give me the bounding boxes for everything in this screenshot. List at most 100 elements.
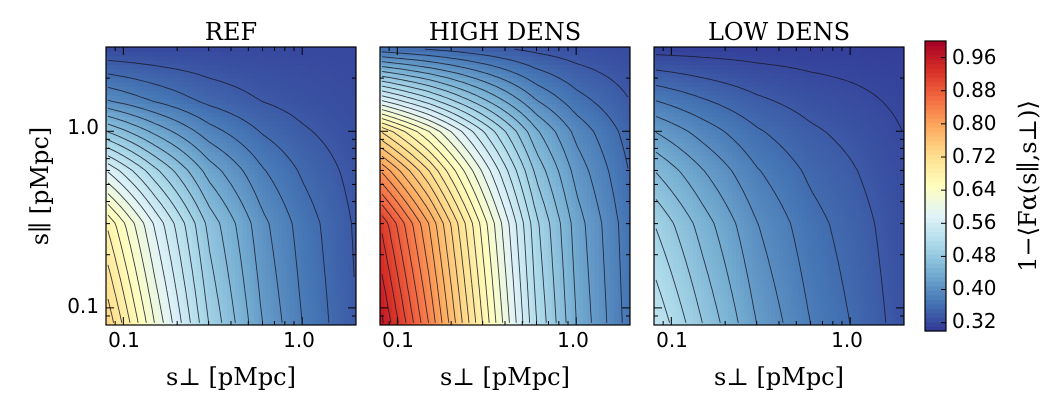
heatmap-cell bbox=[168, 212, 174, 217]
heatmap-cell bbox=[602, 303, 608, 309]
heatmap-cell bbox=[113, 181, 119, 187]
heatmap-cell bbox=[133, 133, 138, 139]
heatmap-cell bbox=[352, 307, 356, 313]
heatmap-cell bbox=[219, 277, 224, 283]
heatmap-cell bbox=[152, 146, 158, 152]
heatmap-cell bbox=[168, 77, 174, 83]
heatmap-cell bbox=[277, 264, 283, 270]
heatmap-cell bbox=[297, 107, 302, 113]
heatmap-cell bbox=[297, 251, 302, 257]
heatmap-cell bbox=[285, 303, 291, 309]
heatmap-cell bbox=[305, 138, 310, 144]
heatmap-cell bbox=[156, 86, 162, 92]
heatmap-cell bbox=[555, 281, 561, 287]
heatmap-cell bbox=[129, 159, 134, 165]
heatmap-cell bbox=[207, 129, 213, 135]
heatmap-cell bbox=[348, 99, 353, 105]
heatmap-cell bbox=[297, 90, 302, 96]
heatmap-cell bbox=[520, 311, 526, 317]
heatmap-cell bbox=[191, 238, 197, 244]
heatmap-cell bbox=[109, 246, 115, 252]
heatmap-cell bbox=[180, 177, 185, 183]
heatmap-cell bbox=[125, 68, 131, 74]
heatmap-cell bbox=[133, 281, 138, 287]
heatmap-cell bbox=[106, 277, 111, 283]
heatmap-cell bbox=[277, 142, 283, 148]
heatmap-cell bbox=[266, 55, 271, 61]
heatmap-cell bbox=[273, 251, 279, 257]
heatmap-cell bbox=[180, 307, 185, 313]
heatmap-cell bbox=[297, 112, 302, 118]
heatmap-cell bbox=[121, 107, 127, 113]
heatmap-cell bbox=[160, 142, 166, 148]
heatmap-cell bbox=[172, 186, 177, 191]
heatmap-cell bbox=[324, 116, 330, 122]
heatmap-cell bbox=[172, 138, 177, 144]
heatmap-cell bbox=[137, 107, 142, 113]
heatmap-cell bbox=[121, 233, 127, 239]
heatmap-cell bbox=[113, 60, 119, 65]
heatmap-cell bbox=[211, 99, 216, 105]
heatmap-cell bbox=[223, 55, 228, 61]
heatmap-cell bbox=[172, 229, 177, 235]
heatmap-cell bbox=[270, 64, 275, 70]
heatmap-cell bbox=[289, 272, 295, 278]
heatmap-cell bbox=[380, 294, 385, 300]
heatmap-cell bbox=[160, 307, 166, 313]
heatmap-cell bbox=[489, 281, 494, 287]
heatmap-cell bbox=[313, 216, 318, 222]
heatmap-cell bbox=[215, 90, 220, 96]
heatmap-cell bbox=[106, 151, 111, 157]
heatmap-cell bbox=[231, 68, 236, 74]
heatmap-cell bbox=[148, 181, 154, 187]
heatmap-cell bbox=[223, 199, 228, 204]
heatmap-cell bbox=[285, 272, 291, 278]
heatmap-cell bbox=[301, 129, 306, 135]
heatmap-cell bbox=[262, 51, 267, 57]
heatmap-cell bbox=[227, 238, 232, 244]
heatmap-cell bbox=[281, 233, 287, 239]
heatmap-cell bbox=[340, 207, 345, 213]
heatmap-cell bbox=[277, 186, 283, 191]
heatmap-cell bbox=[227, 281, 232, 287]
heatmap-cell bbox=[336, 220, 341, 226]
heatmap-cell bbox=[152, 103, 158, 109]
heatmap-cell bbox=[238, 125, 244, 131]
heatmap-cell bbox=[505, 281, 510, 287]
heatmap-cell bbox=[419, 277, 424, 283]
heatmap-cell bbox=[332, 172, 338, 178]
heatmap-cell bbox=[618, 303, 623, 309]
heatmap-cell bbox=[336, 151, 341, 157]
heatmap-cell bbox=[172, 233, 177, 239]
heatmap-cell bbox=[301, 103, 306, 109]
heatmap-cell bbox=[285, 225, 291, 231]
heatmap-cell bbox=[305, 90, 310, 96]
heatmap-cell bbox=[501, 281, 506, 287]
heatmap-cell bbox=[176, 307, 181, 313]
heatmap-cell bbox=[352, 290, 356, 296]
heatmap-cell bbox=[223, 103, 228, 109]
heatmap-cell bbox=[106, 203, 111, 209]
heatmap-cell bbox=[238, 155, 244, 161]
heatmap-cell bbox=[270, 251, 275, 257]
heatmap-cell bbox=[180, 99, 185, 105]
heatmap-cell bbox=[199, 103, 205, 109]
heatmap-cell bbox=[227, 220, 232, 226]
heatmap-cell bbox=[293, 103, 299, 109]
heatmap-cell bbox=[106, 90, 111, 96]
heatmap-cell bbox=[320, 207, 326, 213]
heatmap-cell bbox=[152, 94, 158, 100]
heatmap-cell bbox=[113, 272, 119, 278]
heatmap-cell bbox=[231, 159, 236, 165]
heatmap-cell bbox=[309, 294, 314, 300]
heatmap-cell bbox=[344, 268, 349, 274]
heatmap-cell bbox=[622, 277, 627, 283]
heatmap-cell bbox=[547, 298, 553, 304]
heatmap-cell bbox=[180, 194, 185, 200]
heatmap-cell bbox=[106, 316, 111, 322]
heatmap-cell bbox=[215, 316, 220, 322]
heatmap-cell bbox=[567, 303, 573, 309]
heatmap-cell bbox=[242, 268, 248, 274]
heatmap-cell bbox=[332, 138, 338, 144]
heatmap-cell bbox=[109, 129, 115, 135]
